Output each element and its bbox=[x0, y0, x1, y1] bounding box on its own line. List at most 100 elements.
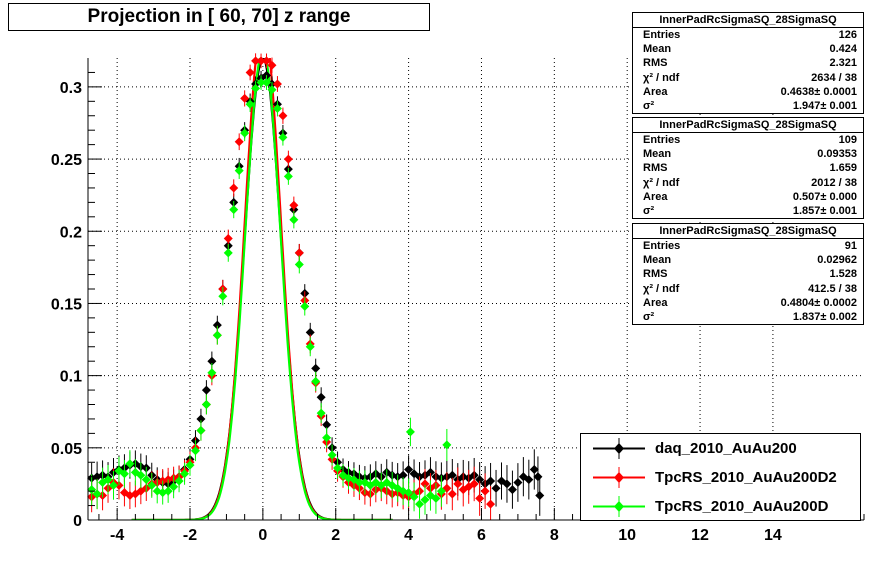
data-point bbox=[234, 137, 244, 147]
legend-item-d2[interactable]: TpcRS_2010_AuAu200D2 bbox=[581, 463, 860, 492]
legend-marker-icon bbox=[593, 438, 645, 459]
data-point bbox=[404, 488, 414, 498]
data-point bbox=[87, 485, 97, 495]
data-point bbox=[119, 469, 129, 479]
x-tick-label: 10 bbox=[618, 527, 636, 544]
data-point bbox=[333, 463, 343, 473]
stats-value: 91 bbox=[844, 240, 857, 252]
data-point bbox=[207, 368, 217, 378]
x-tick-label: 2 bbox=[331, 527, 340, 544]
x-tick-label: 14 bbox=[764, 527, 782, 544]
stats-header: InnerPadRcSigmaSQ_28SigmaSQ bbox=[633, 13, 863, 28]
data-point bbox=[475, 475, 485, 485]
stats-label: Entries bbox=[643, 240, 681, 252]
data-point bbox=[169, 482, 179, 492]
data-point bbox=[212, 320, 222, 330]
stats-value: 0.09353 bbox=[817, 148, 857, 161]
legend[interactable]: daq_2010_AuAu200 TpcRS_2010_AuAu200D2 Tp… bbox=[580, 433, 861, 521]
data-point bbox=[283, 154, 293, 164]
data-point bbox=[420, 495, 430, 505]
x-tick-label: 4 bbox=[404, 527, 413, 544]
stats-label: χ² / ndf bbox=[643, 176, 680, 189]
data-point bbox=[436, 486, 446, 496]
data-point bbox=[218, 291, 228, 301]
data-point bbox=[431, 493, 441, 503]
data-point bbox=[141, 475, 151, 485]
stats-header: InnerPadRcSigmaSQ_28SigmaSQ bbox=[633, 118, 863, 133]
y-tick-label: 0 bbox=[73, 513, 82, 530]
stats-value: 1.947± 0.001 bbox=[792, 99, 857, 112]
data-point bbox=[174, 476, 184, 486]
data-point bbox=[533, 472, 543, 482]
data-point bbox=[475, 493, 485, 503]
stats-box-d2[interactable]: InnerPadRcSigmaSQ_28SigmaSQ Entries 109 M… bbox=[632, 117, 864, 220]
data-point bbox=[311, 376, 321, 386]
stats-label: σ² bbox=[643, 310, 655, 323]
data-point bbox=[207, 356, 217, 366]
data-point bbox=[409, 492, 419, 502]
data-point bbox=[486, 476, 496, 486]
stats-label: RMS bbox=[643, 268, 668, 281]
stats-label: RMS bbox=[643, 57, 668, 70]
y-tick-label: 0.2 bbox=[60, 224, 82, 241]
data-point bbox=[92, 489, 102, 499]
data-point bbox=[305, 342, 315, 352]
data-point bbox=[240, 128, 250, 138]
data-point bbox=[272, 104, 282, 114]
data-point bbox=[190, 446, 200, 456]
stats-value: 1.659 bbox=[829, 162, 857, 175]
chart-title: Projection in [ 60, 70] z range bbox=[8, 3, 430, 31]
data-point bbox=[354, 477, 364, 487]
data-point bbox=[420, 479, 430, 489]
data-points bbox=[87, 53, 545, 520]
data-point bbox=[103, 475, 113, 485]
data-point bbox=[294, 248, 304, 258]
x-tick-label: 12 bbox=[691, 527, 709, 544]
stats-value: 0.507± 0.000 bbox=[792, 190, 857, 203]
data-point bbox=[201, 400, 211, 409]
data-point bbox=[245, 99, 255, 109]
stats-value: 1.857± 0.001 bbox=[792, 204, 857, 217]
data-point bbox=[442, 440, 452, 450]
stats-label: Area bbox=[643, 190, 668, 203]
data-point bbox=[507, 485, 517, 495]
data-point bbox=[453, 479, 463, 489]
data-point bbox=[262, 78, 272, 88]
legend-label: TpcRS_2010_AuAu200D bbox=[655, 498, 829, 515]
y-tick-label: 0.05 bbox=[51, 441, 82, 458]
data-point bbox=[185, 460, 195, 470]
data-point bbox=[491, 483, 501, 493]
legend-item-d[interactable]: TpcRS_2010_AuAu200D bbox=[581, 492, 860, 521]
data-point bbox=[251, 83, 261, 93]
data-point bbox=[278, 111, 288, 121]
legend-label: daq_2010_AuAu200 bbox=[655, 440, 797, 457]
stats-box-d[interactable]: InnerPadRcSigmaSQ_28SigmaSQ Entries 91 Me… bbox=[632, 223, 864, 326]
data-point bbox=[240, 93, 250, 103]
stats-value: 0.4638± 0.0001 bbox=[780, 85, 857, 98]
data-point bbox=[529, 464, 539, 474]
data-point bbox=[486, 499, 496, 509]
data-point bbox=[262, 56, 272, 66]
x-tick-label: -4 bbox=[110, 527, 124, 544]
stats-value: 126 bbox=[838, 29, 857, 41]
stats-value: 2634 / 38 bbox=[811, 71, 857, 84]
data-point bbox=[229, 183, 239, 193]
stats-label: Mean bbox=[643, 148, 672, 161]
stats-value: 1.837± 0.002 bbox=[792, 310, 857, 323]
stats-label: σ² bbox=[643, 204, 655, 217]
data-point bbox=[245, 67, 255, 77]
data-point bbox=[272, 79, 282, 89]
data-point bbox=[125, 459, 135, 469]
legend-label: TpcRS_2010_AuAu200D2 bbox=[655, 469, 837, 486]
legend-item-daq[interactable]: daq_2010_AuAu200 bbox=[581, 434, 860, 463]
stats-label: RMS bbox=[643, 162, 668, 175]
stats-box-daq[interactable]: InnerPadRcSigmaSQ_28SigmaSQ Entries 126 M… bbox=[632, 12, 864, 115]
data-point bbox=[267, 60, 277, 70]
stats-value: 1.528 bbox=[829, 268, 857, 281]
data-point bbox=[513, 477, 523, 487]
data-point bbox=[322, 433, 332, 443]
data-point bbox=[109, 480, 119, 490]
legend-marker-icon bbox=[593, 467, 645, 488]
data-point bbox=[289, 215, 299, 225]
data-point bbox=[425, 467, 435, 477]
